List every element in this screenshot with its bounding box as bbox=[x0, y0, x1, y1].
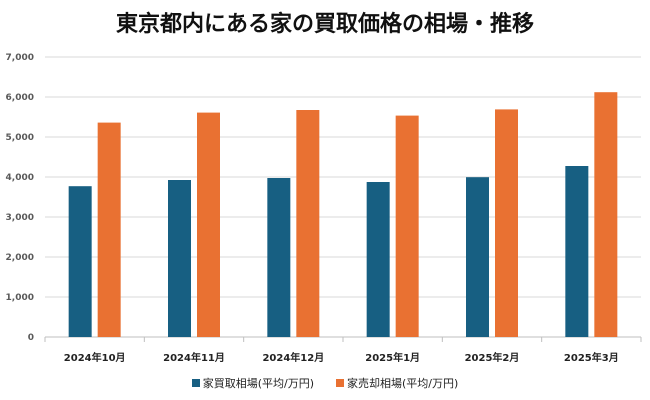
y-tick-label: 5,000 bbox=[6, 133, 34, 143]
bar-sell bbox=[495, 109, 518, 338]
x-tick-label: 2025年1月 bbox=[365, 351, 420, 364]
bar-sell bbox=[97, 122, 121, 337]
y-tick-label: 0 bbox=[28, 333, 34, 343]
x-tick-label: 2024年10月 bbox=[64, 351, 126, 364]
legend-label-buy: 家買取相場(平均/万円) bbox=[202, 377, 314, 390]
bar-sell bbox=[197, 112, 220, 337]
bar-buy bbox=[466, 177, 489, 337]
bar-buy bbox=[565, 166, 589, 337]
y-tick-label: 1,000 bbox=[6, 293, 34, 303]
bar-sell bbox=[296, 110, 320, 337]
x-tick-label: 2025年2月 bbox=[465, 351, 520, 364]
y-tick-label: 3,000 bbox=[6, 213, 34, 223]
y-tick-label: 7,000 bbox=[6, 53, 34, 63]
legend-item-buy: 家買取相場(平均/万円) bbox=[191, 375, 314, 391]
bar-buy bbox=[68, 186, 92, 337]
legend-swatch-buy bbox=[191, 379, 200, 387]
x-tick-label: 2025年3月 bbox=[564, 351, 619, 364]
legend-item-sell: 家売却相場(平均/万円) bbox=[336, 375, 458, 391]
legend-label-sell: 家売却相場(平均/万円) bbox=[347, 377, 459, 390]
legend: 家買取相場(平均/万円) 家売却相場(平均/万円) bbox=[0, 375, 650, 391]
y-tick-label: 4,000 bbox=[6, 173, 34, 183]
y-tick-label: 6,000 bbox=[6, 93, 34, 103]
chart-title: 東京都内にある家の買取価格の相場・推移 bbox=[115, 12, 534, 37]
x-tick-label: 2024年11月 bbox=[163, 351, 225, 364]
y-tick-label: 2,000 bbox=[6, 253, 34, 263]
bar-buy bbox=[168, 180, 191, 337]
x-tick-label: 2024年12月 bbox=[262, 351, 324, 364]
bar-sell bbox=[395, 115, 419, 337]
bar-sell bbox=[594, 92, 618, 337]
bar-buy bbox=[267, 178, 291, 337]
bar-buy bbox=[366, 182, 390, 337]
legend-swatch-sell bbox=[336, 379, 344, 387]
